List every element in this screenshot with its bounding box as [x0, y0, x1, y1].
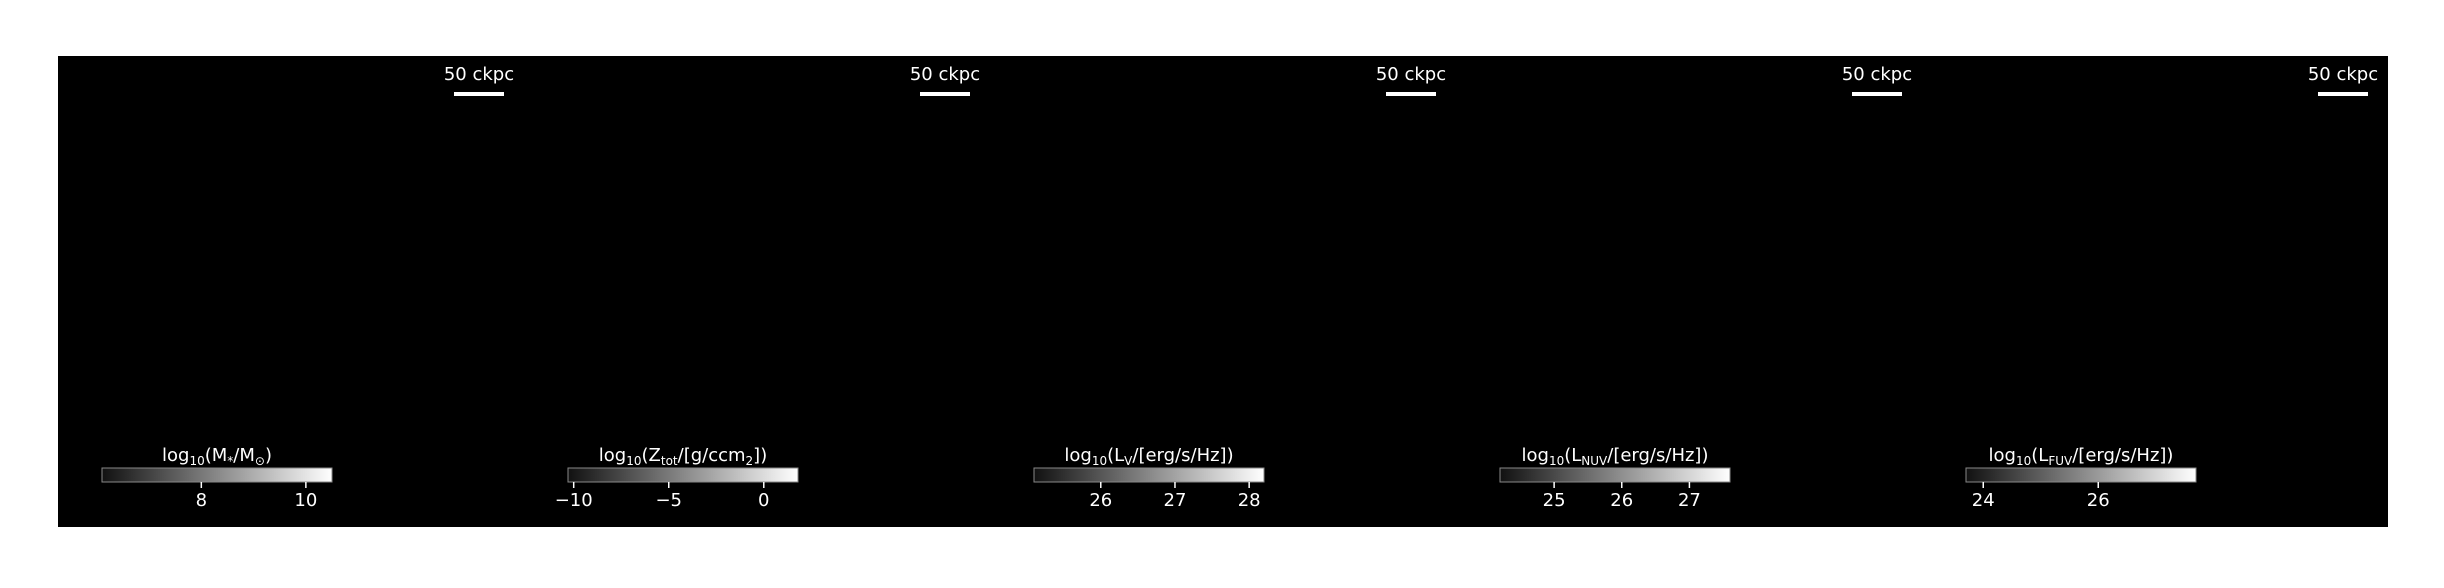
scale-bar	[2318, 92, 2368, 96]
colorbar	[567, 467, 799, 483]
colorbar-label-part: ⊙	[255, 454, 265, 468]
scale-label: 50 ckpc	[2308, 64, 2378, 85]
colorbar-label-part: )	[265, 445, 272, 466]
colorbar-label-part: (L	[1564, 445, 1581, 466]
colorbar-label-part: 10	[2016, 454, 2031, 468]
colorbar-label-part: (L	[2031, 445, 2048, 466]
colorbar-label-part: log	[1989, 445, 2016, 466]
colorbar-label-part: log	[162, 445, 189, 466]
scale-bar	[1386, 92, 1436, 96]
colorbar-label-part: log	[599, 445, 626, 466]
colorbar-label: log10(Ztot/[g/ccm2])	[599, 445, 767, 468]
colorbar-label-part: 10	[1549, 454, 1564, 468]
colorbar-label-part: /[erg/s/Hz])	[1607, 445, 1708, 466]
colorbar-tick-label: 8	[196, 490, 207, 511]
colorbar-label-part: FUV	[2048, 454, 2073, 468]
colorbar-tick-label: 27	[1164, 490, 1187, 511]
galaxy-image	[1922, 56, 2388, 527]
galaxy-image	[58, 56, 524, 527]
colorbar	[1033, 467, 1265, 483]
colorbar	[1965, 467, 2197, 483]
colorbar-label-part: V	[1124, 454, 1133, 468]
scale-bar	[1852, 92, 1902, 96]
colorbar-label-part: (Z	[642, 445, 661, 466]
colorbar-tick-label: 26	[1089, 490, 1112, 511]
colorbar-label: log10(LNUV/[erg/s/Hz])	[1522, 445, 1709, 468]
colorbar-tick-label: 26	[2087, 490, 2110, 511]
colorbar-label-part: NUV	[1581, 454, 1608, 468]
colorbar-label-part: 2	[746, 454, 754, 468]
colorbar-label: log10(M*/M⊙)	[162, 445, 272, 468]
colorbar-tick-label: 26	[1610, 490, 1633, 511]
colorbar-label-part: /[erg/s/Hz])	[1132, 445, 1233, 466]
colorbar-label: log10(LFUV/[erg/s/Hz])	[1989, 445, 2174, 468]
colorbar-label: log10(LV/[erg/s/Hz])	[1064, 445, 1233, 468]
galaxy-glow	[562, 146, 962, 426]
colorbar-label-part: 10	[626, 454, 641, 468]
colorbar-tick-label: −5	[655, 490, 682, 511]
scale-label: 50 ckpc	[1376, 64, 1446, 85]
panel: 50 ckpc log10(LFUV/[erg/s/Hz]) 24 26	[1922, 56, 2388, 527]
colorbar-label-part: /M	[233, 445, 255, 466]
colorbar-label-part: log	[1064, 445, 1091, 466]
scale-label: 50 ckpc	[1842, 64, 1912, 85]
colorbar	[101, 467, 333, 483]
colorbar-label-part: 10	[1092, 454, 1107, 468]
colorbar-label-part: *	[227, 454, 233, 468]
panel: 50 ckpc log10(LNUV/[erg/s/Hz]) 25 26 27	[1456, 56, 1922, 527]
galaxy-glow	[1038, 136, 1418, 436]
colorbar-tick-label: 10	[294, 490, 317, 511]
colorbar-tick-label: 25	[1543, 490, 1566, 511]
colorbar-label-part: 10	[189, 454, 204, 468]
galaxy-image	[1456, 56, 1922, 527]
galaxy-glow	[1494, 121, 1894, 451]
galaxy-glow	[1960, 126, 2360, 446]
panel: 50 ckpc log10(Ztot/[g/ccm2]) −10 −5 0	[524, 56, 990, 527]
colorbar-label-part: log	[1522, 445, 1549, 466]
colorbar-tick-label: 27	[1678, 490, 1701, 511]
galaxy-glow	[106, 161, 486, 411]
scale-label: 50 ckpc	[910, 64, 980, 85]
panel: 50 ckpc log10(LV/[erg/s/Hz]) 26 27 28	[990, 56, 1456, 527]
colorbar	[1499, 467, 1731, 483]
scale-bar	[920, 92, 970, 96]
scale-label: 50 ckpc	[444, 64, 514, 85]
colorbar-tick-label: −10	[555, 490, 593, 511]
galaxy-image	[524, 56, 990, 527]
colorbar-label-part: /[g/ccm	[678, 445, 746, 466]
colorbar-label-part: (L	[1107, 445, 1124, 466]
colorbar-tick-label: 24	[1972, 490, 1995, 511]
colorbar-label-part: (M	[205, 445, 228, 466]
colorbar-tick-label: 28	[1238, 490, 1261, 511]
scale-bar	[454, 92, 504, 96]
colorbar-label-part: tot	[661, 454, 678, 468]
colorbar-tick-label: 0	[758, 490, 769, 511]
colorbar-label-part: /[erg/s/Hz])	[2072, 445, 2173, 466]
colorbar-label-part: ])	[753, 445, 767, 466]
galaxy-image	[990, 56, 1456, 527]
